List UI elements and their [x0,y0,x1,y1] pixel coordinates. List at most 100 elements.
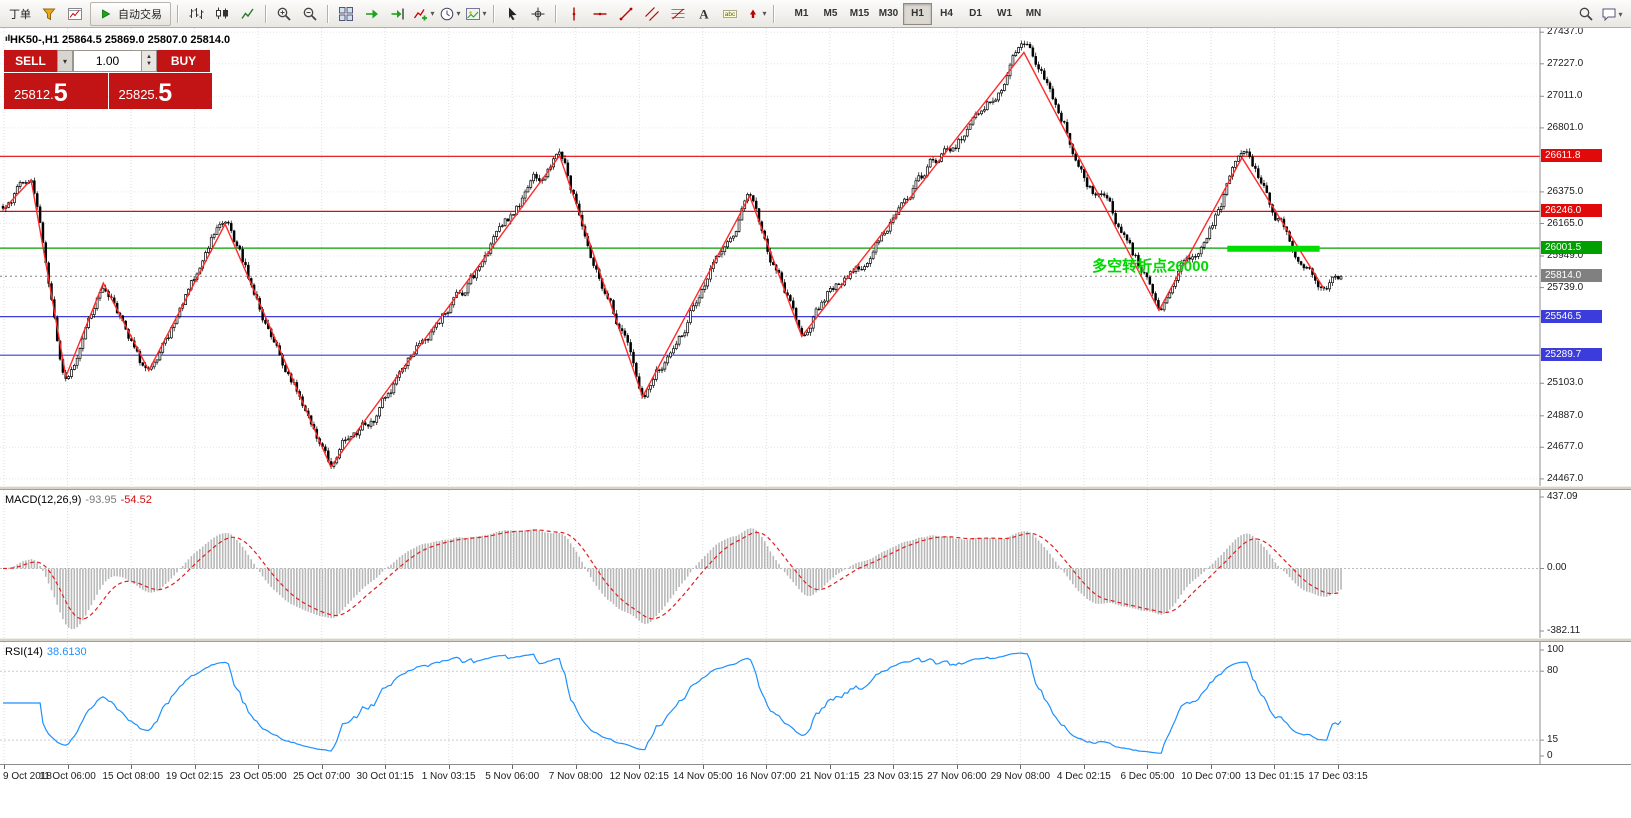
chart-window: HK50-,H1 25864.5 25869.0 25807.0 25814.0… [0,28,1631,786]
horizontal-line-icon[interactable] [587,2,613,26]
macd-tick-label: 0.00 [1547,562,1567,574]
time-axis-label: 30 Oct 01:15 [356,771,414,782]
time-tick [1274,765,1276,769]
time-axis-label: 6 Dec 05:00 [1120,771,1175,782]
time-tick [829,765,831,769]
arrows-icon[interactable]: ▾ [743,2,769,26]
funnel-icon[interactable] [36,2,62,26]
time-tick [258,765,260,769]
equidistant-channel-icon[interactable] [639,2,665,26]
price-tick-label: 27011.0 [1547,90,1583,102]
timeframe-button-m1[interactable]: M1 [794,8,809,19]
symbol-ohlc-text: HK50-,H1 25864.5 25869.0 25807.0 25814.0 [10,34,231,46]
panel-splitter[interactable] [0,638,1631,642]
volume-stepper[interactable]: ▲ ▼ [142,50,157,72]
time-axis-label: 12 Nov 02:15 [609,771,669,782]
bar-chart-mode-icon[interactable] [183,2,209,26]
periods-icon[interactable]: ▾ [437,2,463,26]
time-axis[interactable]: 9 Oct 2018 11 Oct 06:00 15 Oct 08:00 19 Oct… [0,764,1631,786]
price-tick-label: 26375.0 [1547,185,1584,197]
svg-text:abc: abc [725,11,736,18]
time-axis-label: 25 Oct 07:00 [292,771,351,782]
fibonacci-icon[interactable] [665,2,691,26]
volume-dropdown[interactable]: ▾ [57,50,73,72]
timeframe-button-m30[interactable]: M30 [878,8,899,19]
time-axis-label: 16 Nov 07:00 [736,771,797,782]
dropdown-arrow-icon: ▾ [430,9,435,18]
volume-input[interactable]: 1.00 [73,50,142,72]
new-order-button[interactable]: 丁单 [9,8,31,21]
auto-scroll-icon[interactable] [359,2,385,26]
crosshair-icon[interactable] [525,2,551,26]
timeframe-button-d1[interactable]: D1 [969,8,982,19]
time-axis-label: 1 Nov 03:15 [421,771,476,782]
timeframe-button-m5[interactable]: M5 [823,8,838,19]
time-tick [385,765,387,769]
rsi-tick-label: 80 [1547,665,1559,677]
price-chart-panel[interactable]: HK50-,H1 25864.5 25869.0 25807.0 25814.0… [0,28,1631,486]
line-chart-mode-icon[interactable] [235,2,261,26]
zoom-out-icon[interactable] [297,2,323,26]
buy-price-text: 25825. [118,87,159,102]
trendline-icon[interactable] [613,2,639,26]
macd-panel[interactable]: MACD(12,26,9) -93.95 -54.52 437.09 0.00 -382… [0,490,1631,638]
timeframe-button-mn[interactable]: MN [1025,8,1042,19]
price-tick-label: 24467.0 [1547,472,1584,484]
buy-price[interactable]: 25825. 5 [108,73,212,109]
rsi-panel[interactable]: RSI(14) 38.6130 100 80 15 0 [0,642,1631,764]
support-price-badge: 25546.5 [1541,309,1602,323]
time-tick [4,765,5,769]
time-axis-label: 15 Oct 08:00 [102,771,160,782]
timeframe-button-h4[interactable]: H4 [940,8,953,19]
zoom-in-icon[interactable] [271,2,297,26]
cursor-icon[interactable] [499,2,525,26]
support-price-badge: 25289.7 [1541,348,1602,362]
sell-button[interactable]: SELL [4,50,57,72]
community-icon[interactable]: ▾ [1599,2,1625,26]
toolbar-separator [177,4,179,23]
dropdown-arrow-icon: ▾ [762,9,767,18]
time-axis-label: 27 Nov 06:00 [927,771,987,782]
time-tick [956,765,958,769]
macd-tick-label: 437.09 [1547,491,1578,502]
price-tick-label: 27227.0 [1547,57,1584,69]
timeframe-button-m15[interactable]: M15 [849,8,870,19]
buy-button[interactable]: BUY [157,50,210,72]
text-label-icon[interactable]: abc [717,2,743,26]
templates-icon[interactable]: ▾ [463,2,489,26]
chart-window-icon[interactable] [62,2,88,26]
tile-windows-icon[interactable] [333,2,359,26]
time-axis-label: 7 Nov 08:00 [548,771,603,782]
candlestick-mode-icon[interactable] [209,2,235,26]
time-axis-label: 19 Oct 02:15 [165,771,224,782]
vertical-line-icon[interactable] [561,2,587,26]
rsi-tick-label: 0 [1547,750,1553,761]
time-axis-label: 13 Dec 01:15 [1244,771,1305,782]
time-tick [1083,765,1085,769]
svg-text:A: A [699,6,709,21]
pivot-price-badge: 26001.5 [1541,241,1602,255]
panel-splitter[interactable] [0,486,1631,490]
sell-price[interactable]: 25812. 5 [4,73,108,109]
rsi-svg [0,642,1544,764]
price-tick-label: 24887.0 [1547,409,1584,421]
autotrading-button[interactable]: 自动交易 [90,1,171,26]
sell-price-text: 25812. [14,87,54,102]
time-tick [321,765,323,769]
time-tick [131,765,133,769]
one-click-trading-panel: SELL ▾ 1.00 ▲ ▼ BUY 25812. 5 25825. 5 [4,50,212,109]
macd-value: -93.95 [85,494,117,506]
time-axis-label: 29 Nov 08:00 [990,771,1051,782]
text-icon[interactable]: A [691,2,717,26]
search-icon[interactable] [1573,2,1599,26]
chart-shift-icon[interactable] [385,2,411,26]
timeframe-button-h1[interactable]: H1 [903,2,932,25]
price-tick-label: 26165.0 [1547,217,1584,229]
time-tick [1020,765,1022,769]
timeframe-button-w1[interactable]: W1 [997,8,1012,19]
time-tick [1338,765,1339,769]
buy-price-big-digit: 5 [158,79,173,107]
time-tick [1147,765,1149,769]
indicators-icon[interactable]: ▾ [411,2,437,26]
time-tick [1210,765,1212,769]
